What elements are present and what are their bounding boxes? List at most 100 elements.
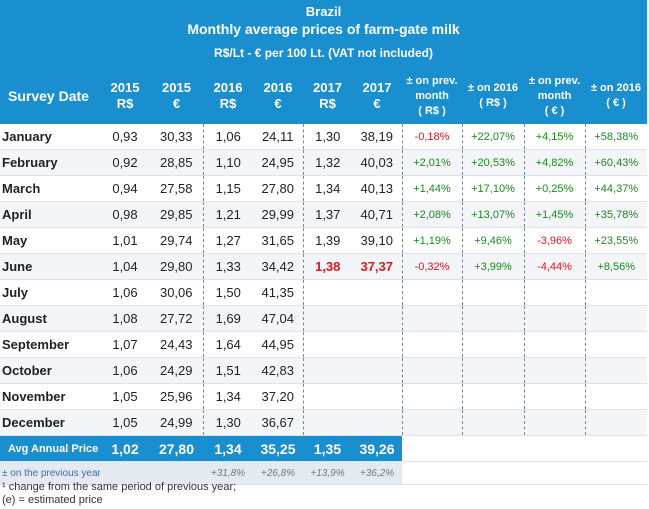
value-cell: 1,34 [302, 175, 352, 202]
prev-year-value: +13,9% [303, 461, 352, 485]
value-cell: 24,29 [150, 357, 203, 384]
table-row: March 0,94 27,58 1,15 27,80 1,34 40,13 +1,44% +1… [0, 175, 647, 202]
table-row: June 1,04 29,80 1,33 34,42 1,38 37,37 -0,32% +3,… [0, 253, 647, 280]
pct-cell [523, 383, 585, 410]
estimated-value-cell: 37,37 [352, 253, 402, 280]
header-survey-date: Survey Date [0, 68, 100, 124]
pct-cell: +1,45% [523, 201, 585, 228]
header-2017-brl: 2017 R$ [303, 68, 352, 124]
value-cell: 1,64 [202, 331, 253, 358]
value-cell: 1,01 [112, 233, 138, 248]
pct-cell: +20,53% [461, 149, 524, 176]
value-cell [352, 305, 402, 332]
value-cell: 25,96 [159, 389, 193, 404]
main-title: Monthly average prices of farm-gate milk [187, 21, 460, 37]
pct-cell [523, 331, 585, 358]
value-cell: 1,06 [100, 357, 150, 384]
value-cell: 29,74 [159, 233, 193, 248]
value-cell: 1,34 [202, 383, 253, 410]
pct-cell [461, 357, 524, 384]
value-cell: 24,95 [253, 149, 303, 176]
pct-cell [401, 357, 462, 384]
value-cell: 24,11 [261, 129, 294, 144]
pct-cell [461, 305, 524, 332]
value-cell [352, 409, 402, 436]
header-2015-eur: 2015 € [150, 68, 203, 124]
month-label: July [2, 285, 29, 300]
value-cell: 29,85 [150, 201, 203, 228]
pct-cell: -0,18% [401, 124, 462, 150]
pct-cell [584, 357, 647, 384]
pct-cell [584, 383, 647, 410]
value-cell [302, 409, 352, 436]
header-on-2016-eur: ± on 2016( € ) [585, 68, 647, 124]
header-2015-brl: 2015 R$ [100, 68, 150, 124]
pct-cell: +58,38% [584, 124, 647, 150]
month-label: May [2, 233, 28, 248]
value-cell: 1,39 [302, 227, 352, 254]
value-cell: 24,43 [159, 337, 193, 352]
pct-cell [401, 305, 462, 332]
value-cell: 29,80 [150, 253, 203, 280]
value-cell: 1,50 [202, 279, 253, 306]
value-cell: 1,06 [202, 124, 253, 150]
value-cell: 1,05 [112, 389, 138, 404]
pct-cell: +2,01% [401, 149, 462, 176]
pct-cell: +4,82% [523, 149, 585, 176]
pct-cell: +23,55% [584, 227, 647, 254]
value-cell: 1,32 [302, 149, 352, 176]
prev-year-value: +26,8% [253, 461, 303, 485]
pct-cell [461, 331, 524, 358]
value-cell: 1,69 [202, 305, 253, 332]
pct-cell: +1,19% [401, 227, 462, 254]
pct-cell [523, 279, 585, 306]
value-cell [302, 305, 352, 332]
value-cell [302, 357, 352, 384]
avg-value: 1,02 [100, 435, 150, 462]
value-cell: 0,94 [112, 181, 138, 196]
value-cell [352, 357, 402, 384]
month-label: June [0, 253, 100, 280]
estimated-value-cell: 1,38 [302, 253, 352, 280]
value-cell: 40,13 [360, 181, 394, 196]
header-row: Survey Date 2015 R$ 2015 € 2016 R$ 2016 € 20… [0, 68, 647, 124]
header-prev-month-eur: ± on prev. month( € ) [524, 68, 585, 124]
month-label: November [2, 389, 66, 404]
value-cell [352, 280, 402, 306]
pct-cell: +3,99% [461, 253, 524, 280]
pct-cell: +8,56% [584, 253, 647, 280]
prev-year-row: ± on the previous year¹ +31,8% +26,8% +1… [0, 461, 647, 485]
pct-cell: +35,78% [584, 201, 647, 228]
pct-cell: -3,96% [523, 227, 585, 254]
header-2016-eur: 2016 € [253, 68, 303, 124]
avg-value: 1,34 [203, 435, 253, 462]
value-cell: 37,20 [261, 389, 295, 404]
prev-year-value: +31,8% [203, 461, 253, 485]
pct-cell [401, 331, 462, 358]
pct-cell: +4,15% [523, 124, 585, 150]
pct-cell: +60,43% [584, 149, 647, 176]
value-cell: 44,95 [261, 337, 295, 352]
pct-cell [401, 409, 462, 436]
value-cell: 0,93 [112, 129, 138, 144]
pct-cell [401, 383, 462, 410]
value-cell: 36,67 [253, 409, 303, 436]
table-row: April 0,98 29,85 1,21 29,99 1,37 40,71 +2,08% +1… [0, 201, 647, 228]
value-cell: 1,30 [302, 124, 352, 150]
pct-cell: +17,10% [461, 175, 524, 202]
month-label: February [0, 149, 100, 176]
table-row: May 1,01 29,74 1,27 31,65 1,39 39,10 +1,19% +9,4… [0, 227, 647, 254]
avg-value: 27,80 [150, 435, 203, 462]
table-row: November 1,05 25,96 1,34 37,20 [0, 383, 647, 410]
table-row: February 0,92 28,85 1,10 24,95 1,32 40,03 +2,01… [0, 149, 647, 176]
table-row: December 1,05 24,99 1,30 36,67 [0, 409, 647, 436]
prev-year-label: ± on the previous year¹ [0, 461, 100, 485]
value-cell: 0,92 [100, 149, 150, 176]
value-cell [302, 279, 352, 306]
value-cell: 24,99 [150, 409, 203, 436]
pct-cell: +13,07% [461, 201, 524, 228]
value-cell: 41,35 [261, 285, 295, 300]
prev-year-value [100, 461, 150, 485]
pct-cell: +1,44% [401, 175, 462, 202]
prev-year-value: +36,2% [352, 461, 402, 485]
